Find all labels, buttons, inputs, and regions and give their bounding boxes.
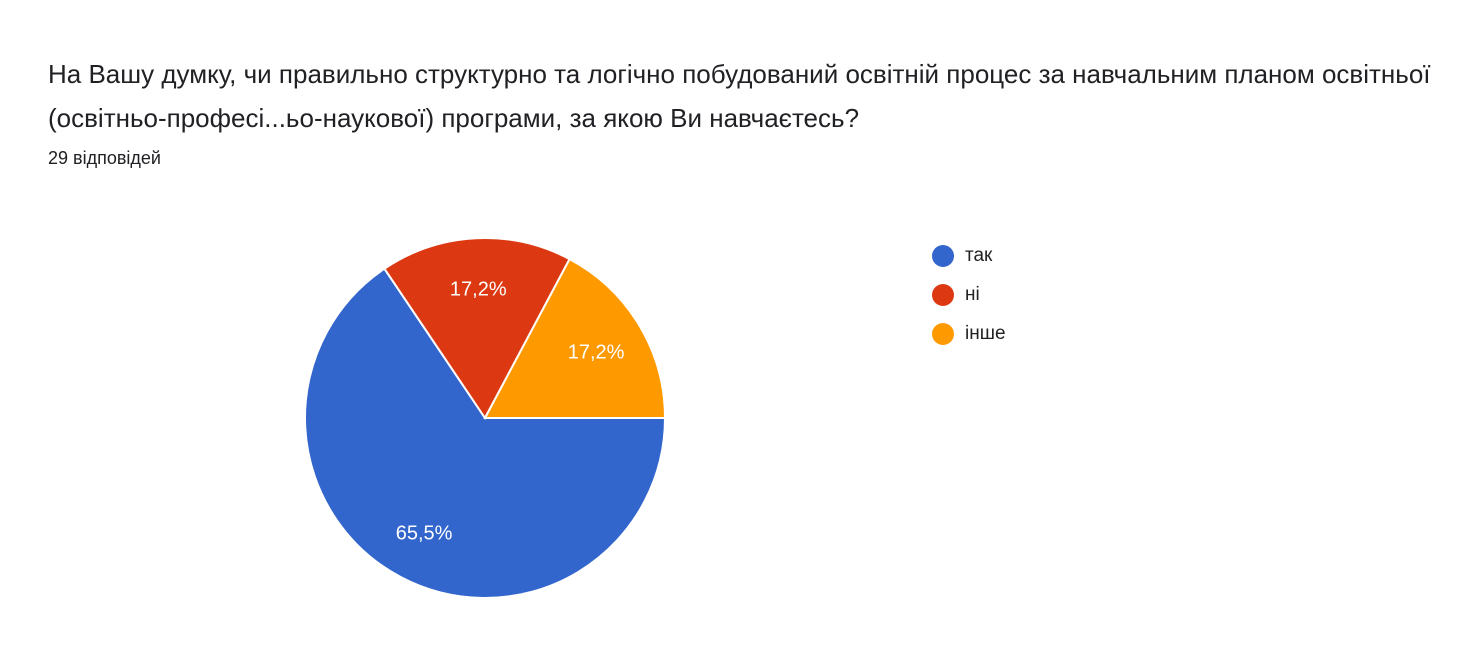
question-title: На Вашу думку, чи правильно структурно т… [48,59,1431,133]
slice-label-1: 17,2% [450,279,507,301]
legend-label: інше [965,322,1006,344]
pie-slice-2[interactable] [483,257,667,419]
legend-swatch [932,244,954,267]
pie-slice-1[interactable] [383,237,571,420]
response-count: 29 відповідей [48,148,161,168]
legend: так ні інше [932,236,1006,353]
legend-swatch [932,283,954,306]
legend-item-2[interactable]: інше [932,314,1006,353]
legend-label: так [965,244,993,266]
legend-item-0[interactable]: так [932,236,1006,275]
pie-slice-0[interactable] [304,267,667,599]
slice-label-2: 17,2% [568,341,625,363]
slice-label-0: 65,5% [396,522,453,544]
legend-item-1[interactable]: ні [932,275,1006,314]
legend-swatch [932,322,954,345]
legend-label: ні [965,283,980,305]
